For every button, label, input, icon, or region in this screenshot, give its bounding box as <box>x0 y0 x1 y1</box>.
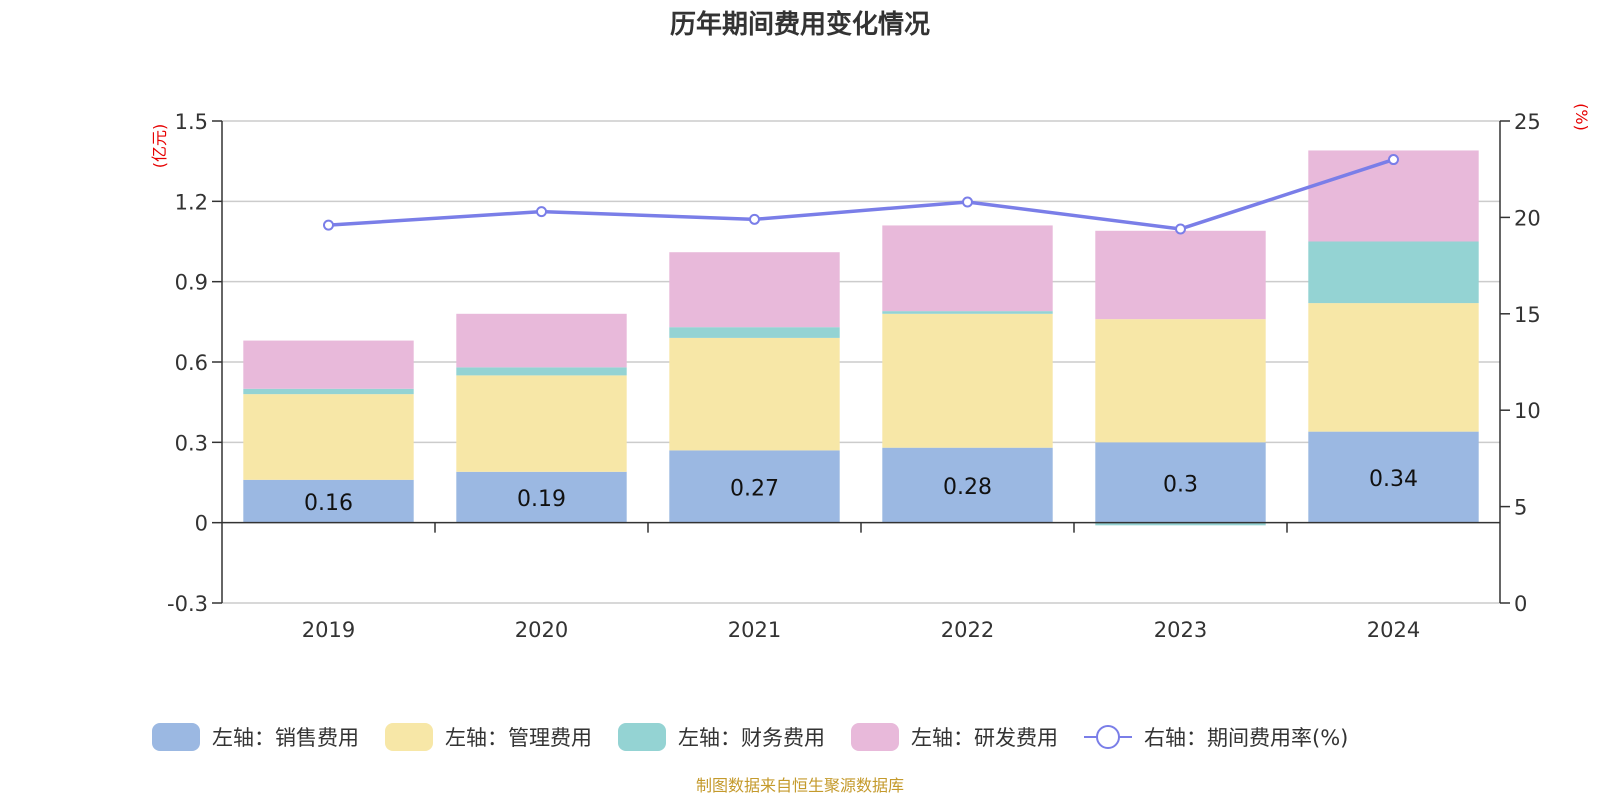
bar-segment-3 <box>1308 241 1479 304</box>
left-axis-unit: (亿元) <box>150 124 169 169</box>
bar-segment-4 <box>1095 230 1266 320</box>
bar-value-label: 0.16 <box>304 491 353 516</box>
legend-item[interactable]: 右轴：期间费用率(%) <box>1084 725 1348 750</box>
bar-segment-1 <box>243 479 414 523</box>
rate-line <box>323 154 1399 235</box>
chart-title: 历年期间费用变化情况 <box>670 9 930 40</box>
bar-segment-2 <box>243 394 414 480</box>
bar-value-label: 0.19 <box>517 487 566 512</box>
legend-swatch <box>851 723 899 751</box>
bar-segment-3 <box>882 311 1053 314</box>
bar-value-label: 0.27 <box>730 477 779 502</box>
legend-item[interactable]: 左轴：销售费用 <box>152 723 359 751</box>
bar-segment-4 <box>882 225 1053 312</box>
legend-label: 左轴：管理费用 <box>445 726 592 750</box>
legend-label: 左轴：财务费用 <box>678 726 825 750</box>
rate-point <box>536 206 547 218</box>
rate-line-path <box>328 157 1395 231</box>
legend-circle-swatch <box>1096 725 1120 749</box>
rate-point <box>323 219 334 231</box>
x-tick-label: 2022 <box>941 618 994 642</box>
bars <box>243 150 1479 526</box>
x-tick-label: 2023 <box>1154 618 1207 642</box>
bar-segment-4 <box>669 252 840 328</box>
legend-label: 左轴：销售费用 <box>212 726 359 750</box>
legend-swatch <box>152 723 200 751</box>
rate-point <box>1388 154 1399 166</box>
legend-swatch <box>618 723 666 751</box>
bar-segment-3 <box>1095 522 1266 526</box>
bar-value-label: 0.34 <box>1369 467 1418 492</box>
bar-segment-1 <box>1095 442 1266 523</box>
bar-segment-1 <box>456 471 627 523</box>
bar-segment-3 <box>243 388 414 395</box>
left-tick-label: -0.3 <box>167 592 208 616</box>
grid <box>222 120 1500 604</box>
left-tick-label: 0 <box>195 512 208 536</box>
right-axis-unit: (%) <box>1572 103 1591 131</box>
bar-value-label: 0.28 <box>943 475 992 500</box>
bar-segment-4 <box>456 313 627 368</box>
x-tick-label: 2020 <box>515 618 568 642</box>
left-tick-label: 0.3 <box>175 431 208 455</box>
bar-segment-1 <box>882 447 1053 523</box>
x-tick-label: 2021 <box>728 618 781 642</box>
bar-segment-2 <box>882 313 1053 448</box>
bar-value-label: 0.3 <box>1163 473 1198 498</box>
legend-item[interactable]: 左轴：财务费用 <box>618 723 825 751</box>
bar-labels: 0.16 0.19 0.27 0.28 0.3 0.34 <box>304 467 1418 516</box>
bar-segment-4 <box>243 340 414 389</box>
left-tick-label: 1.2 <box>175 190 208 214</box>
legend-item[interactable]: 左轴：管理费用 <box>385 723 592 751</box>
right-tick-label: 10 <box>1514 399 1541 423</box>
source-note: 制图数据来自恒生聚源数据库 <box>696 776 904 795</box>
right-tick-label: 5 <box>1514 496 1527 520</box>
bar-segment-1 <box>669 450 840 523</box>
x-tick-label: 2019 <box>302 618 355 642</box>
right-tick-label: 25 <box>1514 110 1541 134</box>
right-tick-label: 20 <box>1514 206 1541 230</box>
axes: -0.3 0 0.3 0.6 0.9 1.2 1.5 0 5 10 15 20 25 2019 2020 20… <box>167 110 1541 642</box>
bar-segment-2 <box>669 337 840 451</box>
legend-label: 左轴：研发费用 <box>911 726 1058 750</box>
left-tick-label: 0.6 <box>175 351 208 375</box>
bar-segment-2 <box>1095 319 1266 443</box>
rate-point <box>962 196 973 208</box>
bar-segment-1 <box>1308 431 1479 523</box>
x-tick-label: 2024 <box>1367 618 1420 642</box>
legend-item[interactable]: 左轴：研发费用 <box>851 723 1058 751</box>
bar-segment-4 <box>1308 150 1479 242</box>
bar-segment-3 <box>669 327 840 338</box>
left-tick-label: 1.5 <box>175 110 208 134</box>
bar-segment-2 <box>456 375 627 472</box>
legend-label: 右轴：期间费用率(%) <box>1144 726 1348 750</box>
rate-point <box>749 213 760 225</box>
bar-segment-3 <box>456 367 627 376</box>
bar-segment-2 <box>1308 303 1479 432</box>
legend-swatch <box>385 723 433 751</box>
rate-point <box>1175 223 1186 235</box>
legend: 左轴：销售费用 左轴：管理费用 左轴：财务费用 左轴：研发费用 右轴：期间费用率(%) <box>152 723 1348 751</box>
left-tick-label: 0.9 <box>175 271 208 295</box>
right-tick-label: 15 <box>1514 303 1541 327</box>
right-tick-label: 0 <box>1514 592 1527 616</box>
